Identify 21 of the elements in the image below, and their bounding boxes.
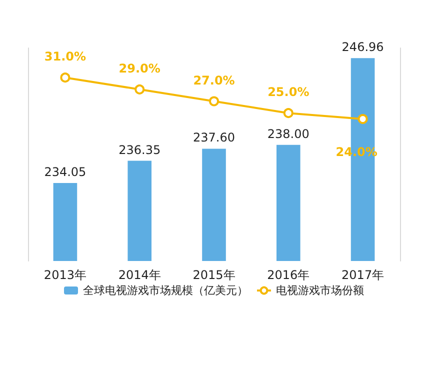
point [60, 72, 70, 83]
x-tick-label: 2017年 [342, 268, 384, 282]
data-label: 237.60 [193, 130, 235, 145]
x-tick-label: 2016年 [267, 268, 310, 282]
point [283, 108, 294, 118]
x-tick-label: 2013年 [44, 268, 86, 282]
data-label: 238.00 [267, 126, 310, 141]
data-label: 236.35 [118, 142, 161, 157]
data-label: 27.0% [193, 73, 235, 88]
data-label: 31.0% [44, 50, 86, 64]
data-label: 234.05 [44, 165, 86, 180]
point [358, 114, 368, 124]
legend-label: 全球电视游戏市场规模（亿美元） [83, 284, 248, 297]
legend-label: 电视游戏市场份额 [276, 284, 364, 297]
data-label: 29.0% [118, 61, 160, 76]
point [209, 96, 219, 106]
data-label: 246.96 [342, 40, 384, 54]
x-tick-label: 2014年 [118, 268, 161, 282]
x-tick-label: 2015年 [192, 268, 236, 282]
data-label: 25.0% [268, 85, 310, 100]
point [134, 84, 145, 94]
